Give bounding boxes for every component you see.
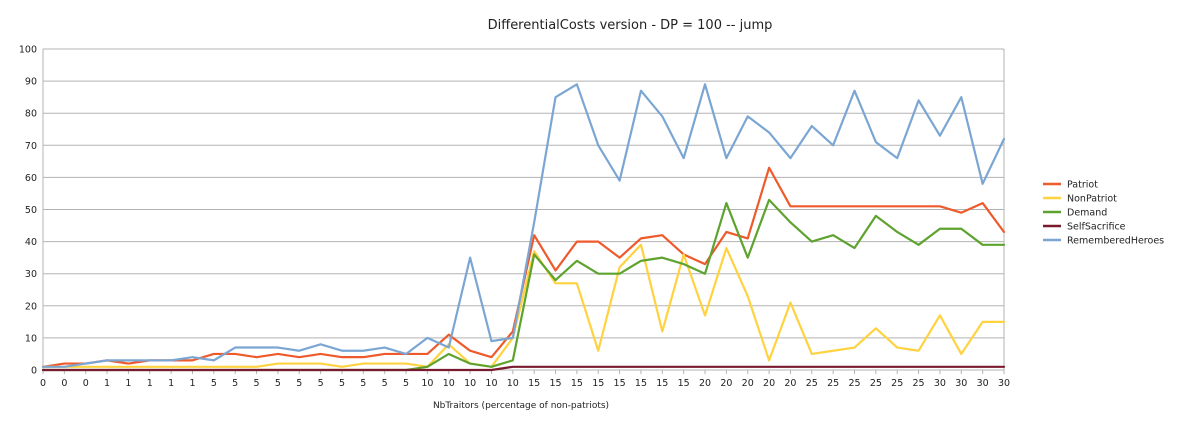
series-line-rememberedheroes: [41, 83, 1006, 368]
x-tick-label: 5: [232, 378, 238, 389]
legend-label: SelfSacrifice: [1067, 222, 1126, 233]
x-tick-label: 15: [614, 378, 626, 389]
x-tick-label: 15: [656, 378, 668, 389]
x-tick-label: 5: [318, 378, 324, 389]
x-tick-label: 15: [592, 378, 604, 389]
x-tick-label: 30: [934, 378, 946, 389]
series-line-patriot: [41, 166, 1006, 368]
x-tick-label: 15: [528, 378, 540, 389]
legend-label: Patriot: [1067, 180, 1098, 191]
chart-title: DifferentialCosts version - DP = 100 -- …: [488, 18, 773, 33]
x-tick-label: 10: [507, 378, 519, 389]
x-tick-label: 25: [827, 378, 839, 389]
x-tick-label: 25: [870, 378, 882, 389]
legend-item-demand: Demand: [1043, 208, 1107, 219]
y-tick-label: 10: [25, 333, 37, 344]
x-tick-label: 0: [40, 378, 46, 389]
legend-item-selfsacrifice: SelfSacrifice: [1043, 222, 1126, 233]
legend-label: Demand: [1067, 208, 1107, 219]
x-tick-label: 20: [742, 378, 754, 389]
x-tick-label: 5: [403, 378, 409, 389]
x-tick-label: 20: [763, 378, 775, 389]
x-tick-label: 20: [784, 378, 796, 389]
y-tick-label: 20: [25, 301, 37, 312]
x-tick-label: 1: [168, 378, 174, 389]
x-tick-label: 10: [443, 378, 455, 389]
x-tick-label: 1: [104, 378, 110, 389]
x-tick-label: 1: [147, 378, 153, 389]
x-tick-label: 0: [83, 378, 89, 389]
x-tick-label: 1: [189, 378, 195, 389]
x-tick-label: 25: [891, 378, 903, 389]
legend-item-nonpatriot: NonPatriot: [1043, 194, 1117, 205]
x-tick-label: 20: [699, 378, 711, 389]
x-tick-label: 25: [848, 378, 860, 389]
y-tick-label: 0: [31, 366, 37, 377]
x-tick-label: 15: [549, 378, 561, 389]
x-tick-label: 15: [635, 378, 647, 389]
x-tick-label: 5: [382, 378, 388, 389]
legend-label: RememberedHeroes: [1067, 236, 1164, 247]
x-tick-label: 5: [211, 378, 217, 389]
x-tick-label: 30: [998, 378, 1010, 389]
x-tick-label: 10: [485, 378, 497, 389]
x-tick-label: 30: [977, 378, 989, 389]
x-tick-label: 5: [296, 378, 302, 389]
series-line-selfsacrifice: [41, 365, 1006, 372]
x-tick-label: 0: [61, 378, 67, 389]
x-tick-label: 25: [806, 378, 818, 389]
y-tick-label: 90: [25, 77, 37, 88]
legend-label: NonPatriot: [1067, 194, 1117, 205]
x-tick-label: 30: [955, 378, 967, 389]
x-tick-label: 5: [254, 378, 260, 389]
y-tick-label: 40: [25, 237, 37, 248]
x-tick-label: 15: [678, 378, 690, 389]
x-tick-label: 15: [571, 378, 583, 389]
x-tick-label: 1: [125, 378, 131, 389]
y-tick-label: 30: [25, 269, 37, 280]
y-tick-label: 60: [25, 173, 37, 184]
series-line-nonpatriot: [41, 243, 1006, 368]
x-tick-label: 5: [339, 378, 345, 389]
x-tick-label: 5: [360, 378, 366, 389]
series-lines: [41, 83, 1006, 372]
grid: [43, 48, 1004, 371]
legend-item-rememberedheroes: RememberedHeroes: [1043, 236, 1164, 247]
x-tick-label: 25: [913, 378, 925, 389]
x-tick-label: 10: [464, 378, 476, 389]
x-tick-label: 20: [720, 378, 732, 389]
y-tick-label: 50: [25, 205, 37, 216]
legend-item-patriot: Patriot: [1043, 180, 1098, 191]
y-tick-label: 80: [25, 109, 37, 120]
x-tick-label: 10: [421, 378, 433, 389]
x-axis-label: NbTraitors (percentage of non-patriots): [433, 401, 609, 411]
y-tick-label: 70: [25, 141, 37, 152]
x-tick-label: 5: [275, 378, 281, 389]
y-tick-label: 100: [19, 45, 37, 56]
legend: Patriot NonPatriot Demand SelfSacrifice Reme…: [1043, 180, 1164, 247]
